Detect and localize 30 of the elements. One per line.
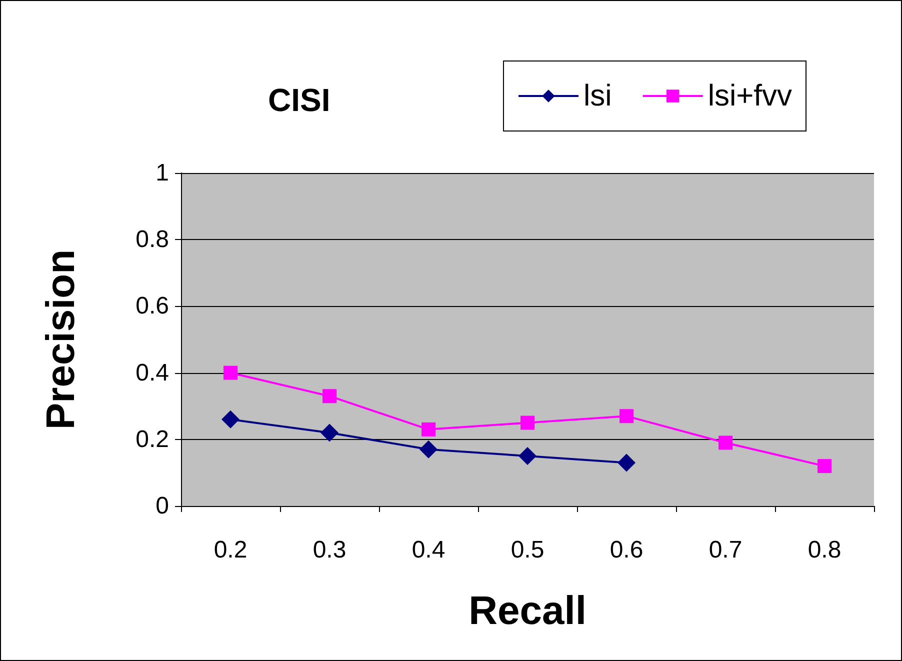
legend-label: lsi+fvv	[708, 80, 792, 112]
y-tick-label: 0	[156, 492, 169, 520]
point	[422, 422, 436, 436]
y-tick-label: 0.4	[136, 359, 169, 386]
point	[322, 389, 336, 404]
x-tick-label: 0.2	[214, 536, 248, 564]
point	[818, 459, 832, 474]
y-tick-label: 1	[156, 160, 169, 186]
legend-label: lsi	[583, 80, 612, 112]
y-tick-label: 0.8	[136, 226, 169, 254]
y-tick-label: 0.6	[136, 292, 169, 320]
point	[718, 436, 732, 450]
x-tick-label: 0.8	[808, 536, 842, 564]
point	[222, 410, 240, 428]
point	[420, 440, 438, 458]
chart-title: CISI	[268, 82, 330, 118]
point	[520, 416, 534, 430]
point	[320, 424, 338, 442]
y-axis-title: Precision	[39, 249, 83, 430]
x-axis-title: Recall	[468, 589, 586, 633]
x-tick-label: 0.6	[610, 536, 644, 564]
x-tick-label: 0.4	[412, 536, 446, 564]
y-tick-label: 0.2	[136, 426, 169, 453]
point	[618, 454, 636, 472]
point	[224, 366, 238, 380]
point	[620, 409, 634, 424]
x-tick-label: 0.7	[708, 536, 742, 564]
x-tick-label: 0.5	[510, 536, 544, 564]
point	[518, 447, 536, 466]
x-tick-label: 0.3	[312, 536, 346, 564]
